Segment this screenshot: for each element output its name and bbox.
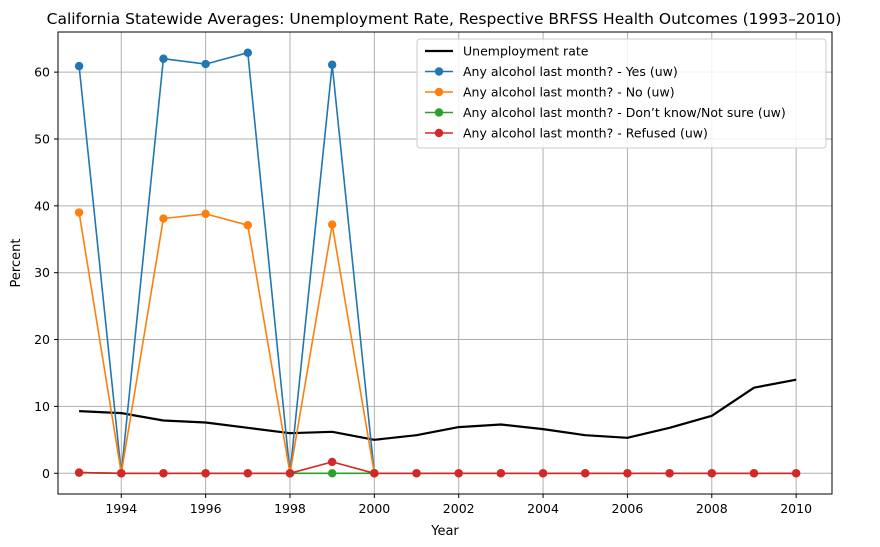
data-point	[159, 469, 168, 478]
legend-swatch-marker	[434, 87, 444, 97]
legend-item: Any alcohol last month? - Refused (uw)	[425, 126, 708, 141]
data-point	[581, 469, 590, 478]
chart-title: California Statewide Averages: Unemploym…	[47, 10, 842, 28]
x-tick-label: 2000	[358, 501, 390, 516]
data-point	[707, 469, 716, 478]
data-point	[201, 469, 210, 478]
y-axis-label: Percent	[9, 239, 24, 288]
data-point	[327, 220, 337, 229]
data-point	[243, 221, 253, 230]
y-tick-label: 40	[34, 198, 50, 213]
data-point	[243, 469, 253, 478]
data-point	[117, 469, 126, 478]
legend-swatch-marker	[434, 67, 444, 76]
data-point	[327, 469, 337, 478]
legend-label: Any alcohol last month? - Refused (uw)	[463, 126, 708, 141]
y-tick-label: 10	[34, 399, 50, 414]
x-tick-label: 1996	[190, 501, 222, 516]
data-point	[623, 469, 632, 478]
y-tick-label: 30	[34, 265, 50, 280]
legend-label: Any alcohol last month? - No (uw)	[463, 85, 675, 100]
y-tick-label: 20	[34, 332, 50, 347]
legend-swatch-marker	[434, 128, 444, 138]
x-tick-label: 2002	[443, 501, 475, 516]
series-layer	[74, 48, 801, 478]
data-point	[201, 209, 210, 219]
data-point	[412, 469, 421, 478]
data-point	[538, 469, 548, 478]
legend-label: Unemployment rate	[463, 44, 589, 59]
x-tick-label: 2010	[780, 501, 812, 516]
legend-item: Any alcohol last month? - Yes (uw)	[425, 64, 678, 79]
legend-item: Unemployment rate	[425, 44, 589, 59]
data-point	[749, 469, 759, 478]
data-point	[201, 59, 210, 69]
legend-label: Any alcohol last month? - Yes (uw)	[463, 64, 678, 79]
plot-frame	[57, 31, 833, 495]
x-tick-label: 2004	[527, 501, 559, 516]
legend-item: Any alcohol last month? - Don’t know/Not…	[425, 105, 786, 120]
x-tick-label: 2006	[612, 501, 644, 516]
y-tick-label: 50	[34, 131, 50, 146]
data-point	[74, 61, 84, 71]
data-point	[74, 208, 84, 217]
data-point	[454, 469, 463, 478]
data-point	[74, 468, 84, 477]
series-line	[78, 212, 376, 475]
legend-item: Any alcohol last month? - No (uw)	[425, 85, 675, 100]
data-point	[159, 54, 168, 63]
data-point	[370, 469, 379, 478]
data-point	[327, 60, 337, 69]
x-tick-label: 2008	[696, 501, 728, 516]
series-line	[79, 461, 797, 475]
y-axis: 0 10 20 30 40 50 60	[34, 65, 58, 481]
x-tick-label: 1994	[105, 501, 137, 516]
data-point	[791, 469, 801, 478]
x-tick-label: 1998	[274, 501, 306, 516]
series-4	[74, 457, 801, 478]
series-line	[79, 378, 797, 441]
x-axis: 1994 1996 1998 2000 2002 2004 2006 2008 2010	[105, 494, 812, 516]
data-point	[243, 48, 253, 57]
series-0	[79, 378, 797, 441]
data-point	[285, 469, 295, 478]
legend-swatch-marker	[434, 108, 444, 117]
x-axis-label: Year	[430, 524, 459, 539]
legend-label: Any alcohol last month? - Don’t know/Not…	[463, 105, 786, 120]
y-tick-label: 60	[34, 65, 50, 80]
data-point	[665, 469, 674, 478]
data-point	[159, 214, 168, 223]
data-point	[496, 469, 506, 478]
legend: Unemployment rate Any alcohol last month?…	[416, 38, 827, 149]
legend-box	[416, 38, 827, 149]
series-line	[78, 51, 376, 475]
y-tick-label: 0	[42, 466, 50, 481]
data-point	[327, 457, 337, 467]
